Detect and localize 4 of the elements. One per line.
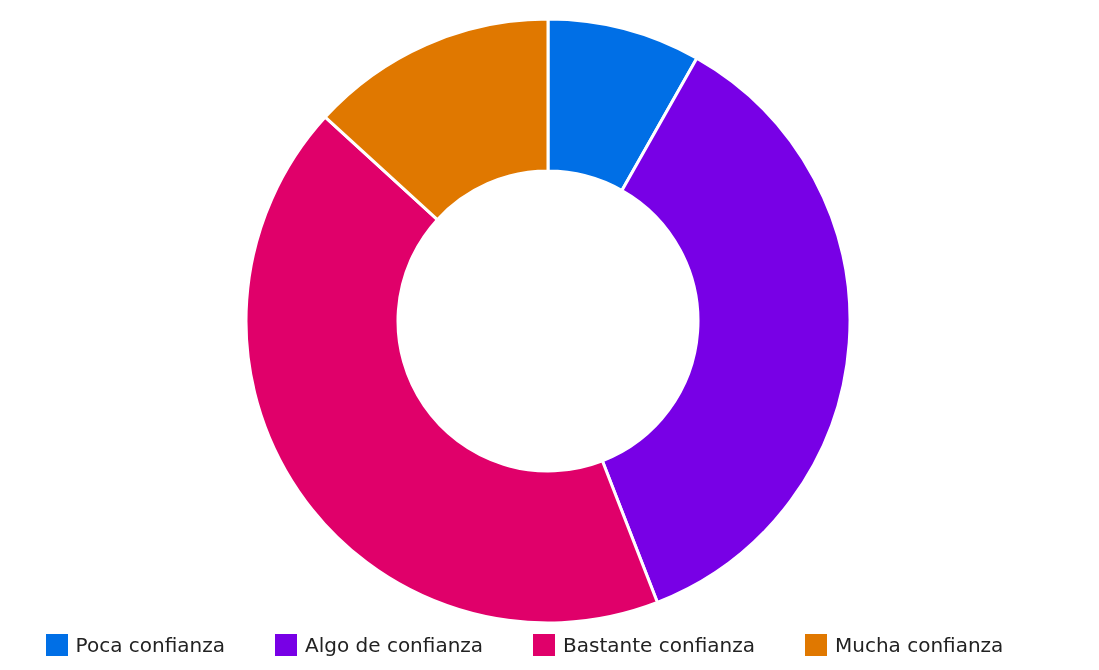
legend-label: Mucha confianza bbox=[834, 633, 1004, 657]
legend-label: Poca confianza bbox=[75, 633, 225, 657]
legend-label: Bastante confianza bbox=[563, 633, 755, 657]
legend-label: Algo de confianza bbox=[305, 633, 484, 657]
